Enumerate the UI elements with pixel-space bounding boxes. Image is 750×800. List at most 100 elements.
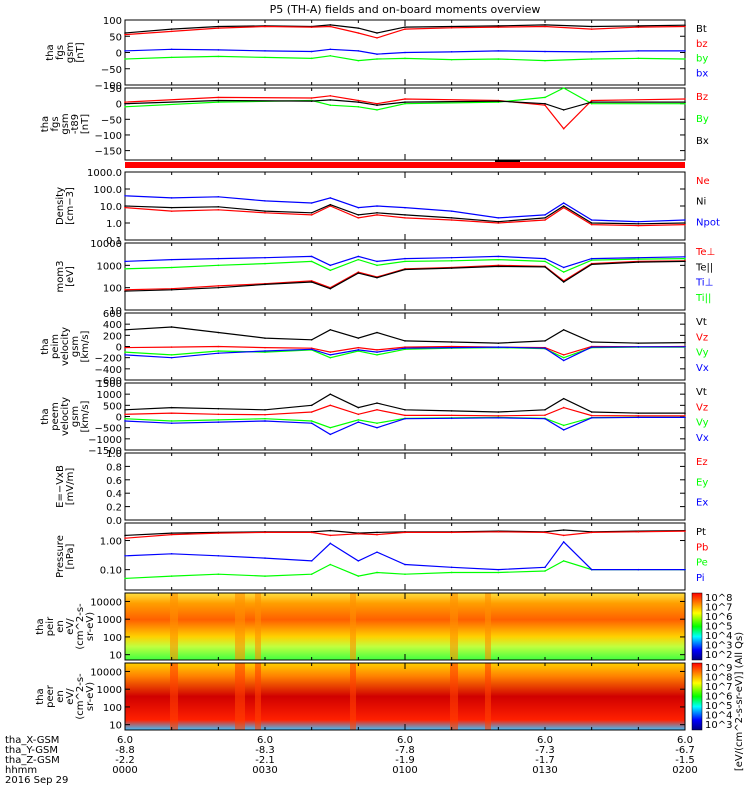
series-point [684,415,686,417]
series-point [264,420,266,422]
colorbar-tick: 10^8 [705,593,732,604]
y-axis-label: tha [40,408,51,424]
series-point [170,210,173,212]
series-line-pb [124,530,686,539]
y-tick-label: 0.6 [106,476,122,487]
series-point [684,260,686,263]
series-point [170,56,173,59]
series-point [329,104,332,107]
spectrogram-event-5 [450,593,458,660]
y-axis-label: [km/s] [80,330,91,362]
footer-value: 6.0 [117,735,133,746]
legend-entry: Bz [696,92,708,103]
legend-entry: Vz [696,402,708,413]
series-point [170,346,173,348]
series-point [544,340,546,342]
series-point [684,345,686,348]
series-point [264,50,266,52]
series-point [450,210,453,212]
series-point [357,346,360,349]
footer-value: -1.7 [535,755,555,766]
legend-entry: Ni [696,197,706,208]
legend-entry: Ey [696,477,708,488]
y-axis-label: peem [50,402,61,430]
y-axis-label: gsm [70,336,81,357]
y-tick-label: 10 [109,651,122,662]
y-axis-label: [cm−3] [65,187,76,225]
series-point [450,217,453,219]
footer-value: 0000 [112,765,137,776]
series-point [684,219,686,221]
series-point [376,349,378,351]
legend-entry: Pe [696,558,708,569]
series-point [562,271,565,273]
y-axis-label: tha [35,618,46,634]
series-point [329,351,332,353]
footer-date: 2016 Sep 29 [5,775,68,786]
series-point [217,264,220,267]
series-point [497,217,500,219]
series-line-vz [124,404,685,417]
series-point [329,534,332,537]
series-point [404,217,406,219]
series-point [376,102,378,105]
series-point [124,102,126,105]
series-point [544,266,546,268]
series-point [637,530,640,533]
series-point [450,25,453,28]
spectrogram-9 [125,593,685,660]
series-line-npot [124,195,686,223]
footer-value: -7.3 [535,745,555,756]
legend-entry: Vx [696,363,709,374]
series-point [590,58,593,60]
panel-3: 1000.0 100.0 10.0 1.0 0.1 Density [cm−3] Ne Ni Np… [55,168,720,247]
spectrogram-event-2 [235,593,245,660]
series-point [590,102,593,105]
series-point [310,347,313,349]
series-point [637,568,640,571]
y-tick-label: 500 [103,401,122,412]
series-point [376,571,378,574]
series-point [684,412,686,414]
series-point [684,58,686,60]
y-tick-label: 0 [116,413,122,424]
series-line-pe [124,560,685,579]
series-point [310,420,313,422]
series-line-te⊥ [124,260,686,291]
series-point [357,99,360,102]
series-point [562,202,565,204]
series-line-vx [124,346,685,362]
series-point [684,222,686,224]
series-point [404,348,406,351]
y-tick-label: −50 [101,115,122,126]
series-point [329,356,332,359]
series-point [124,58,126,60]
y-tick-label: 1000 [97,685,122,696]
y-axis-label: [nT] [75,42,86,62]
series-point [404,268,406,271]
series-line-vy [124,416,685,429]
series-point [497,50,500,52]
series-point [217,49,220,51]
y-axis-label: gsm [70,406,81,427]
series-point [544,214,546,216]
y-axis-label: gsm [65,42,76,63]
legend-entry: by [696,54,708,65]
y-tick-label: 600 [103,309,122,320]
series-point [357,575,360,577]
y-tick-label: 0 [116,100,122,111]
series-line-te|| [124,260,686,292]
y-tick-label: 0.8 [106,462,122,473]
series-point [264,413,266,416]
colorbar-tick: 10^5 [705,622,732,633]
series-point [497,342,500,344]
series-point [497,571,500,574]
series-point [562,328,565,331]
series-point [357,406,360,409]
series-point [404,563,406,566]
y-tick-label: 1500 [97,379,122,390]
series-point [497,415,500,417]
legend-entry: Vz [696,332,708,343]
series-point [544,414,546,416]
y-tick-label: 0 [116,49,122,60]
